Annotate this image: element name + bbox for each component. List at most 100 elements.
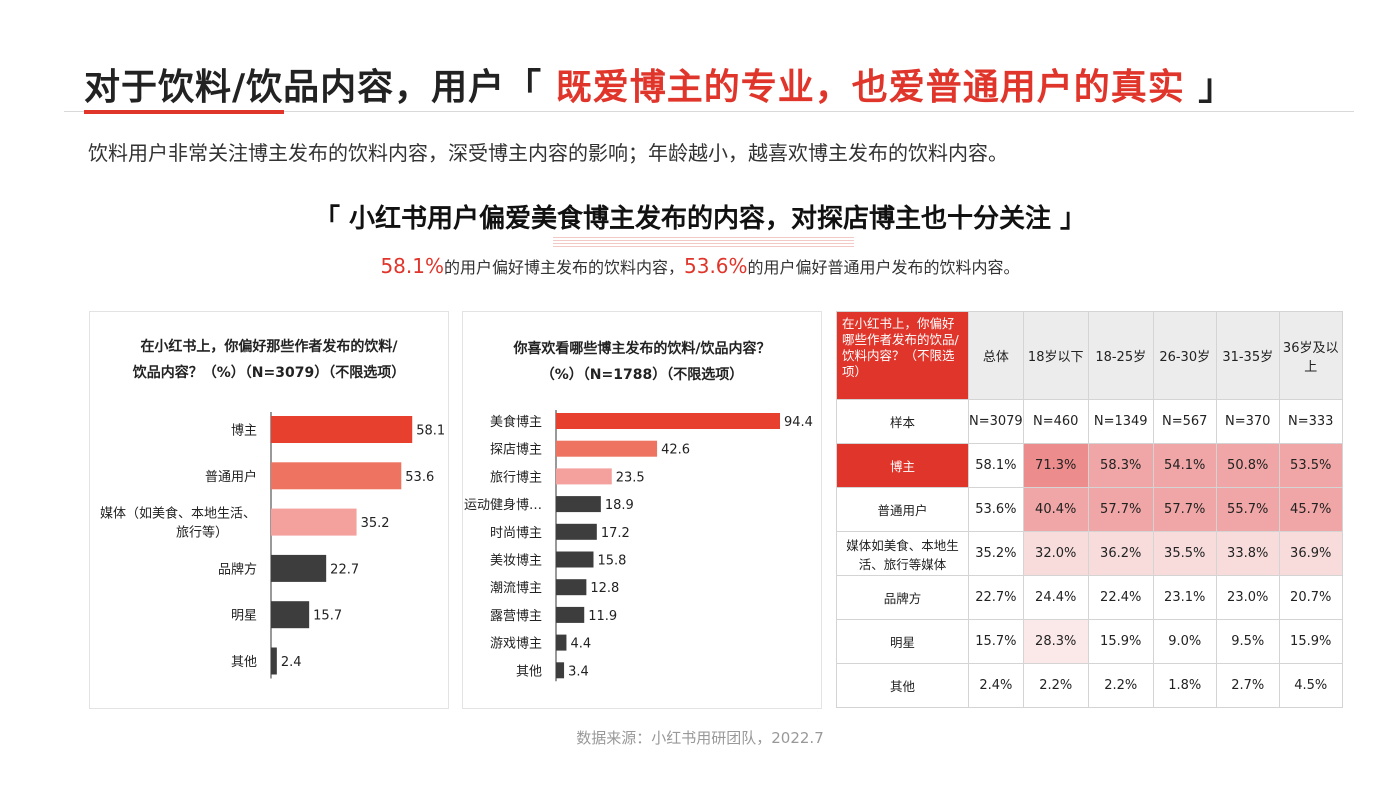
chart2-value-label: 94.4 — [784, 415, 813, 430]
chart2-category-label: 运动健身博… — [464, 497, 542, 513]
table-sample-cell: N=460 — [1022, 399, 1089, 444]
table-column-header: 31-35岁 — [1215, 311, 1280, 400]
table-row-label: 博主 — [836, 443, 969, 488]
table-row-label: 品牌方 — [836, 575, 969, 620]
chart1-bar — [271, 508, 357, 536]
chart1-category-label: 品牌方 — [218, 561, 257, 577]
chart1-category-label: 普通用户 — [205, 469, 257, 485]
table-cell: 9.0% — [1152, 619, 1217, 664]
chart1-value-label: 53.6 — [405, 470, 434, 485]
table-cell: 24.4% — [1022, 575, 1089, 620]
table-cell: 71.3% — [1022, 443, 1089, 488]
chart1-category-label: 媒体（如美食、本地生活、 — [100, 506, 256, 522]
table-row: 其他 2.4% 2.2% 2.2% 1.8% 2.7% 4.5% — [836, 663, 1343, 708]
chart2-value-label: 18.9 — [605, 498, 634, 513]
chart2-value-label: 12.8 — [590, 581, 619, 596]
table-cell: 45.7% — [1278, 487, 1343, 532]
table-row-label: 其他 — [836, 663, 969, 708]
table-column-header: 26-30岁 — [1152, 311, 1217, 400]
table-row: 明星 15.7% 28.3% 15.9% 9.0% 9.5% 15.9% — [836, 619, 1343, 664]
table-cell: 28.3% — [1022, 619, 1089, 664]
table-cell: 54.1% — [1152, 443, 1217, 488]
table-cell: 2.7% — [1215, 663, 1280, 708]
title-highlight: 既爱博主的专业，也爱普通用户的真实 — [555, 67, 1185, 108]
table-column-header: 18-25岁 — [1087, 311, 1154, 400]
table-cell: 15.7% — [968, 619, 1024, 664]
chart2-bar — [556, 440, 658, 457]
table-sample-cell: N=567 — [1152, 399, 1217, 444]
quote-underline-hatch — [553, 236, 854, 247]
chart1-value-label: 2.4 — [281, 655, 302, 670]
chart2-value-label: 3.4 — [568, 664, 589, 679]
table-header-row: 在小红书上，你偏好哪些作者发布的饮品/饮料内容？（不限选项） 总体 18岁以下 18… — [836, 311, 1343, 400]
table-sample-row: 样本 N=3079 N=460 N=1349 N=567 N=370 N=333 — [836, 399, 1343, 444]
chart1-title-line1: 在小红书上，你偏好那些作者发布的饮料/ — [140, 339, 398, 355]
table-cell: 53.6% — [968, 487, 1024, 532]
sample-label: 样本 — [836, 399, 969, 444]
chart1-value-label: 22.7 — [330, 562, 359, 577]
table-cell: 53.5% — [1278, 443, 1343, 488]
chart2-category-label: 探店博主 — [490, 443, 542, 458]
chart2-category-label: 其他 — [516, 664, 542, 679]
title-prefix: 对于饮料/饮品内容，用户「 — [84, 67, 556, 108]
chart1-value-label: 58.1 — [416, 424, 445, 439]
chart2-value-label: 15.8 — [597, 554, 626, 569]
chart1-category-label: 其他 — [231, 655, 257, 670]
chart1-value-label: 15.7 — [313, 609, 342, 624]
chart2-bar — [556, 606, 585, 623]
chart1-category-label: 旅行等） — [176, 525, 228, 541]
table-row: 媒体如美食、本地生活、旅行等媒体 35.2% 32.0% 36.2% 35.5% 33.8… — [836, 531, 1343, 576]
table-sample-cell: N=333 — [1278, 399, 1343, 444]
table-cell: 1.8% — [1152, 663, 1217, 708]
page-subtitle: 饮料用户非常关注博主发布的饮料内容，深受博主内容的影响；年龄越小，越喜欢博主发布… — [88, 141, 1008, 165]
chart1-title: 在小红书上，你偏好那些作者发布的饮料/ 饮品内容？（%）（N=3079）（不限选… — [90, 334, 448, 386]
table-cell: 50.8% — [1215, 443, 1280, 488]
table-row-label: 普通用户 — [836, 487, 969, 532]
table-column-header: 总体 — [968, 311, 1024, 400]
chart1-bar — [271, 647, 277, 675]
chart2-category-label: 旅行博主 — [490, 470, 542, 485]
stat-value-1: 58.1% — [380, 254, 444, 278]
chart2-title-line2: （%）（N=1788）（不限选项） — [540, 367, 744, 383]
table-sample-cell: N=3079 — [968, 399, 1024, 444]
table-cell: 2.4% — [968, 663, 1024, 708]
chart2-svg: 94.4 美食博主 42.6 探店博主 23.5 旅行博主 18.9 运动健身博… 17.2 时尚… — [464, 410, 813, 682]
table-cell: 57.7% — [1152, 487, 1217, 532]
chart1-bar — [271, 462, 402, 490]
chart2-category-label: 美妆博主 — [490, 554, 542, 569]
stat-text-2: 的用户偏好普通用户发布的饮料内容。 — [747, 258, 1020, 277]
table-row: 博主 58.1% 71.3% 58.3% 54.1% 50.8% 53.5% — [836, 443, 1343, 488]
chart2-bar — [556, 468, 612, 485]
chart2-bar — [556, 551, 594, 568]
table-row: 普通用户 53.6% 40.4% 57.7% 57.7% 55.7% 45.7% — [836, 487, 1343, 532]
table-cell: 35.5% — [1152, 531, 1217, 576]
chart2-bar — [556, 662, 565, 679]
chart2-category-label: 露营博主 — [490, 609, 542, 624]
title-divider — [64, 111, 1354, 112]
table-cell: 22.7% — [968, 575, 1024, 620]
chart-panel-author-preference: 在小红书上，你偏好那些作者发布的饮料/ 饮品内容？（%）（N=3079）（不限选… — [89, 311, 449, 709]
chart2-bar — [556, 523, 597, 540]
table-sample-cell: N=1349 — [1087, 399, 1154, 444]
stat-text-1: 的用户偏好博主发布的饮料内容， — [443, 258, 684, 277]
chart2-category-label: 游戏博主 — [490, 637, 542, 652]
title-accent-bar — [84, 110, 284, 114]
page-title: 对于饮料/饮品内容，用户「 既爱博主的专业，也爱普通用户的真实 」 — [84, 58, 1235, 110]
table-cell: 58.3% — [1087, 443, 1154, 488]
chart2-title-line1: 你喜欢看哪些博主发布的饮料/饮品内容？ — [513, 341, 771, 357]
table-cell: 15.9% — [1087, 619, 1154, 664]
chart2-bar — [556, 496, 601, 513]
table-cell: 23.1% — [1152, 575, 1217, 620]
table-row-label: 明星 — [836, 619, 969, 664]
chart1-svg: 58.1 博主 53.6 普通用户 35.2 媒体（如美食、本地生活、旅行等） 22.7 品牌… — [100, 412, 445, 679]
chart2-bar — [556, 634, 567, 651]
table-row-label: 媒体如美食、本地生活、旅行等媒体 — [836, 531, 969, 576]
age-heatmap-table: 在小红书上，你偏好哪些作者发布的饮品/饮料内容？（不限选项） 总体 18岁以下 18… — [836, 311, 1343, 708]
chart2-value-label: 4.4 — [570, 637, 591, 652]
chart1-value-label: 35.2 — [361, 516, 390, 531]
table-cell: 33.8% — [1215, 531, 1280, 576]
table-cell: 36.2% — [1087, 531, 1154, 576]
table-cell: 55.7% — [1215, 487, 1280, 532]
key-finding-quote: 「 小红书用户偏爱美食博主发布的内容，对探店博主也十分关注 」 — [313, 204, 1087, 234]
table-cell: 40.4% — [1022, 487, 1089, 532]
